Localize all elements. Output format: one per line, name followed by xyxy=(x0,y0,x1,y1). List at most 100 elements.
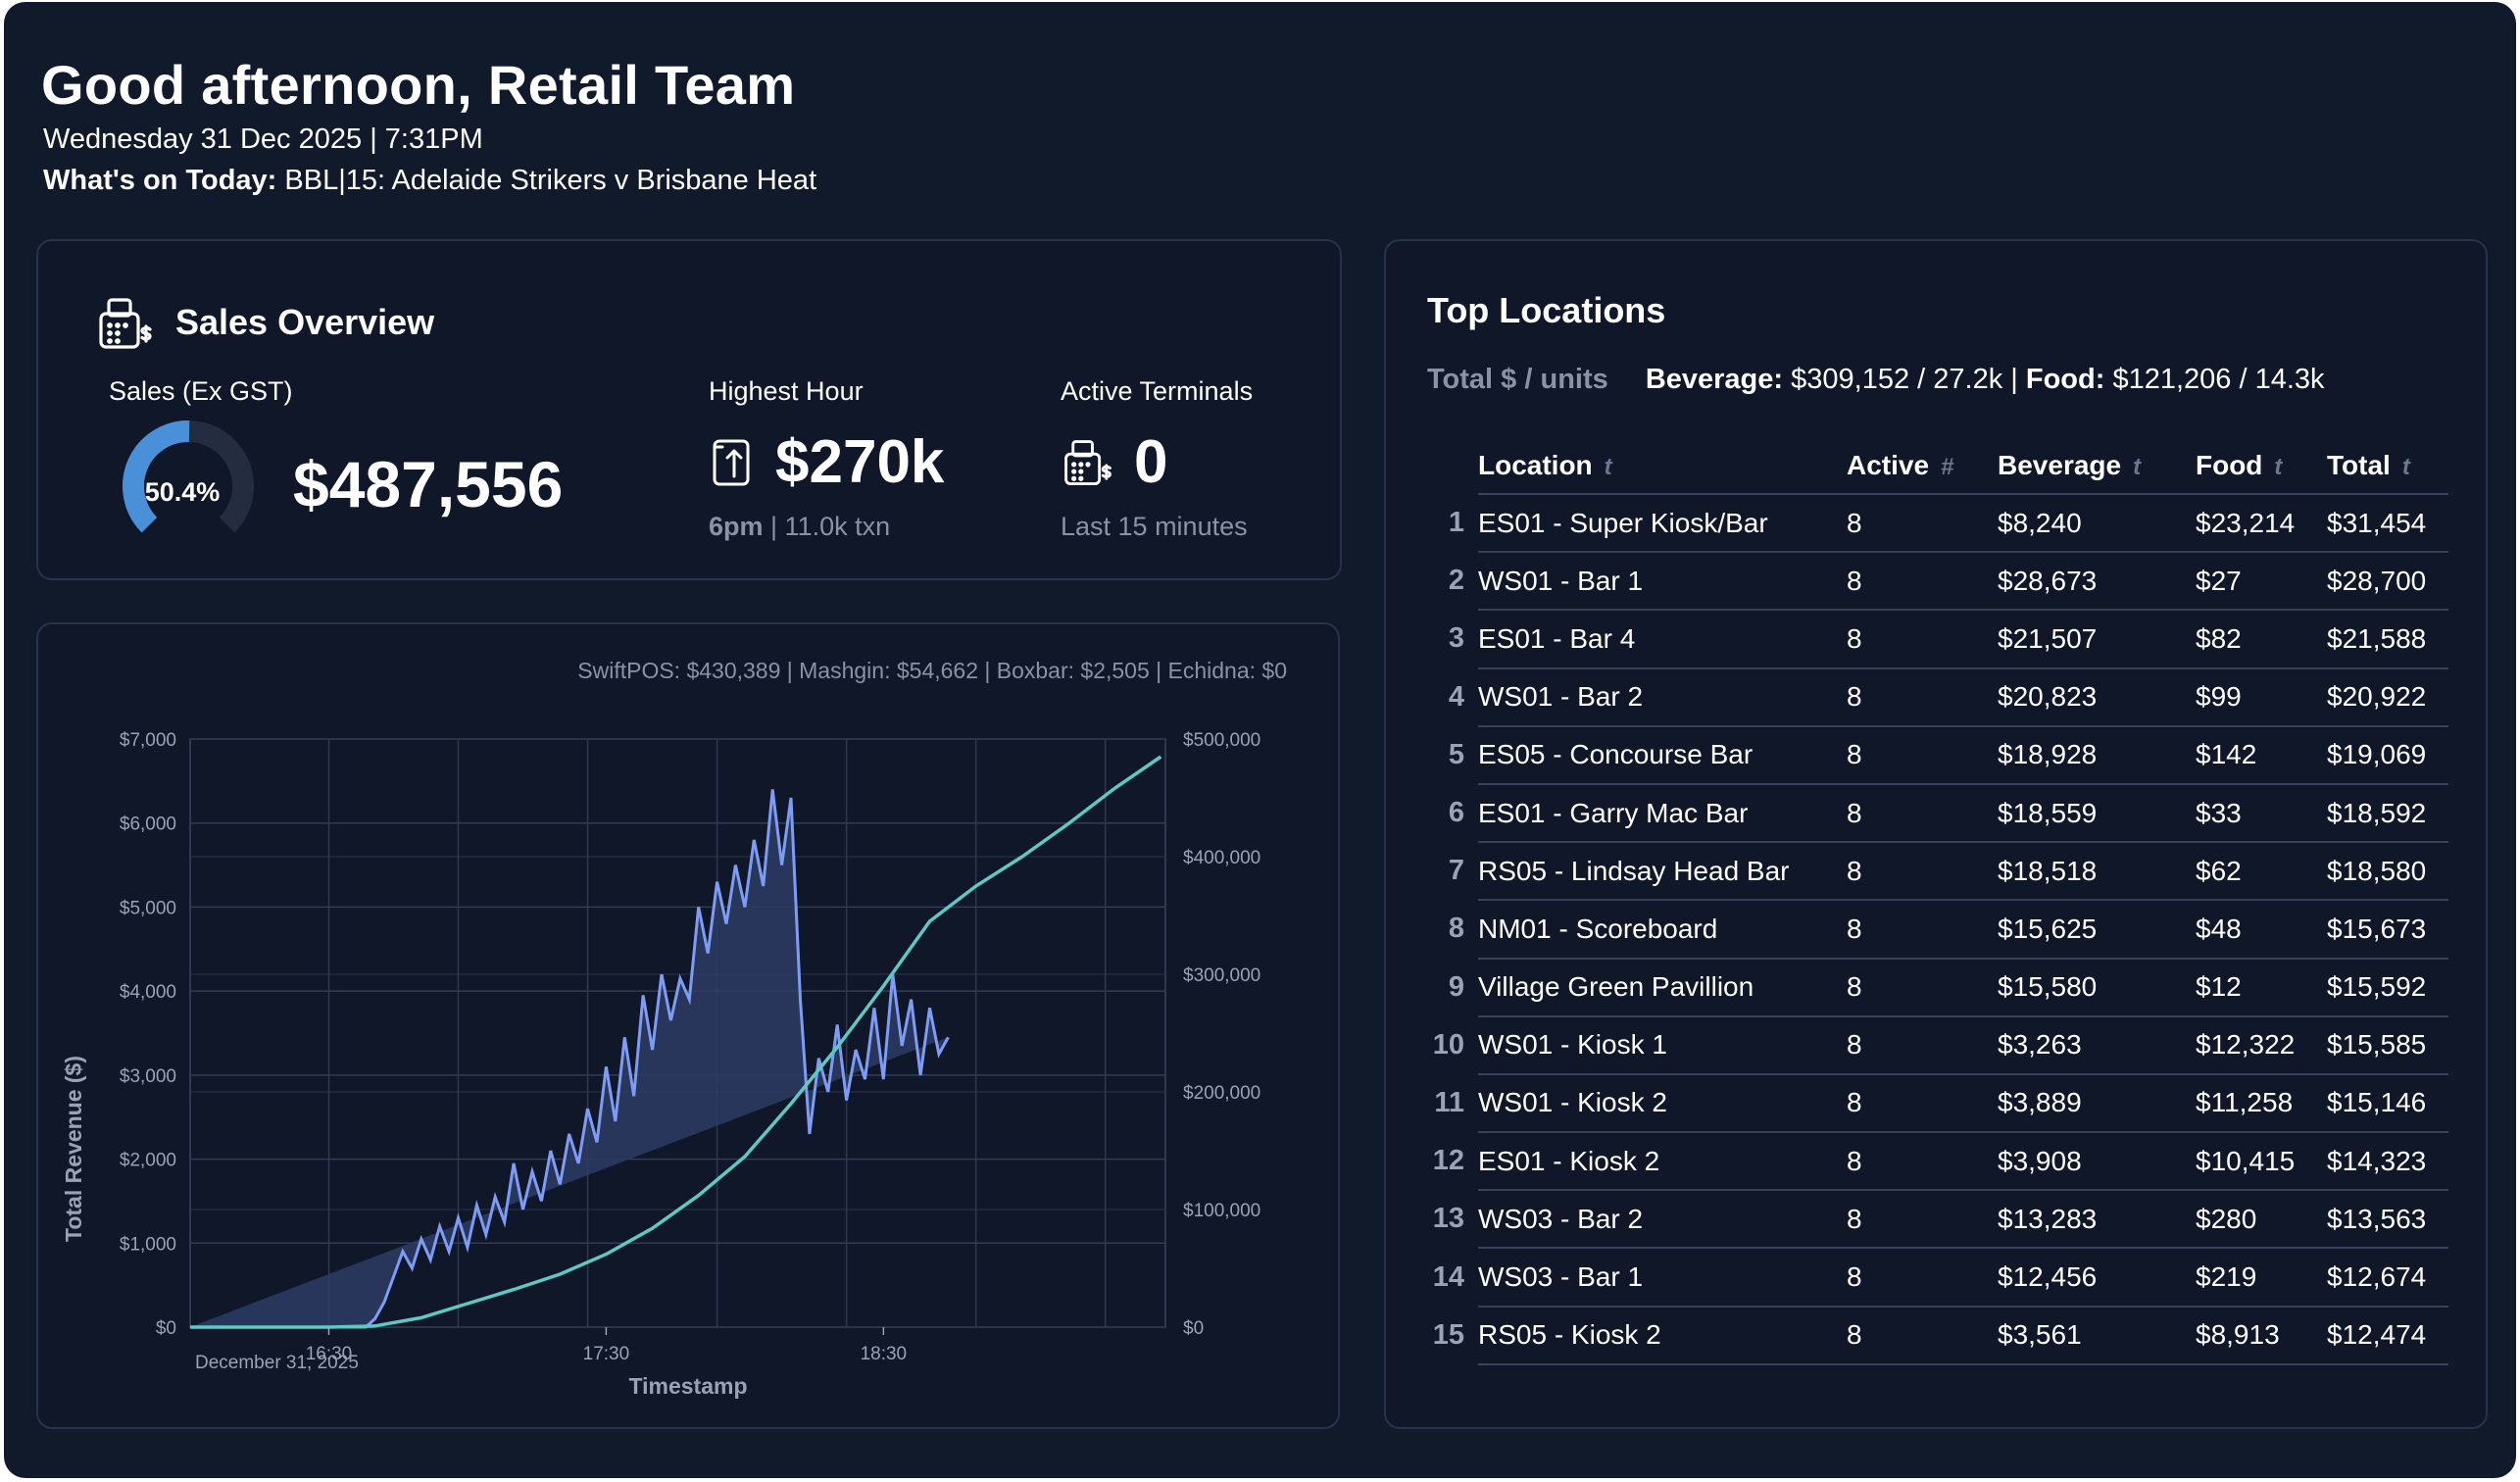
revenue-area-series xyxy=(190,789,949,1327)
table-row[interactable]: 12 ES01 - Kiosk 2 8 $3,908 $10,415 $14,323 xyxy=(1427,1132,2448,1192)
column-label: Food xyxy=(2196,449,2263,480)
y-tick-label: $7,000 xyxy=(120,730,176,751)
food-total-value: $121,206 / 14.3k xyxy=(2112,364,2325,395)
totals-summary: Total $ / units Beverage: $309,152 / 27.… xyxy=(1427,364,2325,396)
revenue-chart[interactable]: $0 $1,000 $2,000 $3,000 $4,000 $5,000 $6,000 $7… xyxy=(38,624,1338,1427)
table-header-row: Location t Active # Beverage t Food t Total t xyxy=(1427,437,2448,495)
column-header-total[interactable]: Total t xyxy=(2327,437,2448,495)
row-rank: 12 xyxy=(1432,1145,1464,1177)
pos-terminal-icon xyxy=(97,296,154,358)
totals-separator: | xyxy=(2010,364,2018,395)
cell-location: WS01 - Bar 1 xyxy=(1478,552,1847,612)
row-rank: 1 xyxy=(1448,507,1464,539)
sales-overview-card: Sales Overview Sales (Ex GST) 50.4% $487… xyxy=(36,239,1342,580)
cell-food: $23,214 xyxy=(2196,494,2327,554)
cell-food: $82 xyxy=(2196,610,2327,669)
table-row[interactable]: 2 WS01 - Bar 1 8 $28,673 $27 $28,700 xyxy=(1427,552,2448,612)
table-row[interactable]: 8 NM01 - Scoreboard 8 $15,625 $48 $15,673 xyxy=(1427,900,2448,960)
food-total-label: Food: xyxy=(2025,364,2105,395)
active-terminals-sub: Last 15 minutes xyxy=(1061,512,1248,541)
cell-total: $18,592 xyxy=(2327,783,2448,844)
column-header-location[interactable]: Location t xyxy=(1478,437,1847,495)
cell-active: 8 xyxy=(1847,1248,1998,1308)
highest-hour-txn: | 11.0k txn xyxy=(770,512,891,541)
row-rank: 13 xyxy=(1432,1203,1464,1235)
column-header-beverage[interactable]: Beverage t xyxy=(1998,437,2196,495)
pos-terminal-icon xyxy=(1062,437,1113,495)
cell-location: Village Green Pavillion xyxy=(1478,958,1847,1017)
cell-total: $12,674 xyxy=(2327,1248,2448,1308)
table-row[interactable]: 10 WS01 - Kiosk 1 8 $3,263 $12,322 $15,585 xyxy=(1427,1015,2448,1075)
y-tick-label: $0 xyxy=(156,1318,176,1339)
cell-beverage: $15,580 xyxy=(1998,958,2196,1017)
row-rank: 9 xyxy=(1448,970,1464,1003)
gauge-percent: 50.4% xyxy=(144,477,221,507)
table-row[interactable]: 7 RS05 - Lindsay Head Bar 8 $18,518 $62 $18,5… xyxy=(1427,842,2448,902)
sort-icon[interactable]: t xyxy=(2274,453,2283,480)
top-locations-title: Top Locations xyxy=(1427,290,1666,330)
cell-total: $15,592 xyxy=(2327,958,2448,1017)
table-row[interactable]: 13 WS03 - Bar 2 8 $13,283 $280 $13,563 xyxy=(1427,1190,2448,1250)
sort-icon[interactable]: # xyxy=(1941,453,1954,480)
x-tick-label: 18:30 xyxy=(861,1344,908,1364)
totals-label: Total $ / units xyxy=(1427,364,1608,395)
y-tick-label: $2,000 xyxy=(120,1151,176,1171)
cell-beverage: $15,625 xyxy=(1998,900,2196,960)
table-row[interactable]: 3 ES01 - Bar 4 8 $21,507 $82 $21,588 xyxy=(1427,610,2448,669)
table-row[interactable]: 14 WS03 - Bar 1 8 $12,456 $219 $12,674 xyxy=(1427,1248,2448,1308)
table-row[interactable]: 11 WS01 - Kiosk 2 8 $3,889 $11,258 $15,146 xyxy=(1427,1073,2448,1134)
y2-tick-label: $100,000 xyxy=(1183,1201,1260,1221)
column-label: Location xyxy=(1478,449,1593,480)
cell-beverage: $3,889 xyxy=(1998,1073,2196,1134)
date-time: Wednesday 31 Dec 2025 | 7:31PM xyxy=(43,124,483,155)
cell-location: WS01 - Kiosk 1 xyxy=(1478,1015,1847,1075)
cell-food: $219 xyxy=(2196,1248,2327,1308)
cell-active: 8 xyxy=(1847,1132,1998,1192)
whats-on-today: What's on Today: BBL|15: Adelaide Strike… xyxy=(43,165,816,197)
cell-active: 8 xyxy=(1847,1306,1998,1365)
pos-source-breakdown: SwiftPOS: $430,389 | Mashgin: $54,662 | … xyxy=(577,658,1287,683)
cell-total: $14,323 xyxy=(2327,1132,2448,1192)
cell-beverage: $28,673 xyxy=(1998,552,2196,612)
cell-total: $15,146 xyxy=(2327,1073,2448,1134)
table-row[interactable]: 9 Village Green Pavillion 8 $15,580 $12 $15,5… xyxy=(1427,958,2448,1017)
table-row[interactable]: 4 WS01 - Bar 2 8 $20,823 $99 $20,922 xyxy=(1427,667,2448,727)
active-terminals-label: Active Terminals xyxy=(1061,376,1254,406)
table-row[interactable]: 1 ES01 - Super Kiosk/Bar 8 $8,240 $23,214 $31… xyxy=(1427,494,2448,554)
sort-icon[interactable]: t xyxy=(2401,453,2410,480)
cell-beverage: $12,456 xyxy=(1998,1248,2196,1308)
table-row[interactable]: 5 ES05 - Concourse Bar 8 $18,928 $142 $19,069 xyxy=(1427,725,2448,785)
cell-location: ES05 - Concourse Bar xyxy=(1478,725,1847,785)
cell-location: RS05 - Lindsay Head Bar xyxy=(1478,842,1847,902)
highest-hour-value: $270k xyxy=(775,428,945,496)
row-rank: 6 xyxy=(1448,797,1464,829)
column-header-food[interactable]: Food t xyxy=(2196,437,2327,495)
y2-tick-label: $400,000 xyxy=(1183,848,1260,868)
y-tick-label: $3,000 xyxy=(120,1066,176,1087)
x-axis-title: Timestamp xyxy=(628,1373,747,1399)
column-header-active[interactable]: Active # xyxy=(1847,437,1998,495)
table-row[interactable]: 15 RS05 - Kiosk 2 8 $3,561 $8,913 $12,474 xyxy=(1427,1306,2448,1365)
gauge-fill xyxy=(123,420,190,533)
row-rank: 2 xyxy=(1448,565,1464,597)
highest-hour-detail: 6pm | 11.0k txn xyxy=(709,512,890,542)
row-rank: 4 xyxy=(1448,680,1464,713)
cell-beverage: $13,283 xyxy=(1998,1190,2196,1250)
cell-location: NM01 - Scoreboard xyxy=(1478,900,1847,960)
cell-active: 8 xyxy=(1847,783,1998,844)
cell-beverage: $3,908 xyxy=(1998,1132,2196,1192)
cell-location: WS01 - Bar 2 xyxy=(1478,667,1847,727)
sort-icon[interactable]: t xyxy=(1604,453,1612,480)
cell-food: $12,322 xyxy=(2196,1015,2327,1075)
greeting-title: Good afternoon, Retail Team xyxy=(41,54,796,116)
row-rank: 3 xyxy=(1448,622,1464,655)
row-rank: 5 xyxy=(1448,738,1464,770)
cell-active: 8 xyxy=(1847,610,1998,669)
cell-active: 8 xyxy=(1847,494,1998,554)
row-rank: 15 xyxy=(1432,1318,1464,1351)
table-row[interactable]: 6 ES01 - Garry Mac Bar 8 $18,559 $33 $18,592 xyxy=(1427,783,2448,844)
cell-total: $13,563 xyxy=(2327,1190,2448,1250)
sort-icon[interactable]: t xyxy=(2133,453,2142,480)
beverage-total-label: Beverage: xyxy=(1645,364,1784,395)
cell-beverage: $20,823 xyxy=(1998,667,2196,727)
